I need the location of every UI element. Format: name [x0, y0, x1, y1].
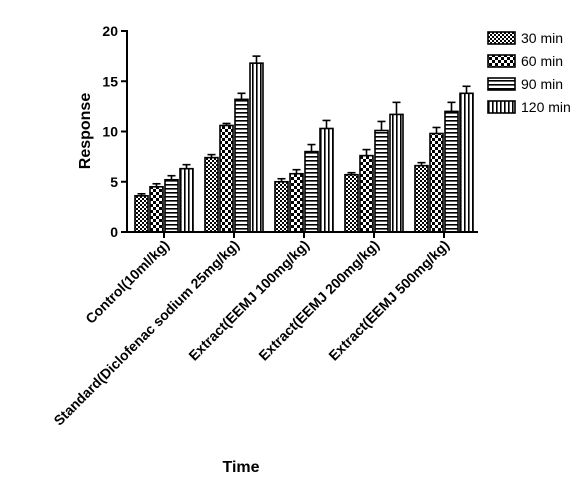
legend-swatch [487, 77, 516, 91]
bar [444, 110, 459, 233]
y-tick-label: 0 [110, 224, 118, 240]
x-axis: Control(10ml/kg)Standard(Diclofenac sodi… [50, 231, 478, 429]
legend-item: 90 min [487, 76, 563, 92]
bar [414, 164, 429, 233]
y-axis: 0 5 10 15 20 [102, 23, 128, 240]
x-tick-label: Extract(EEMJ 500mg/kg) [325, 237, 452, 364]
x-tick-label: Extract(EEMJ 200mg/kg) [255, 237, 382, 364]
legend-label: 90 min [521, 76, 563, 92]
legend-label: 60 min [521, 53, 563, 69]
legend-swatch [487, 54, 516, 68]
bar [204, 156, 219, 233]
bar [164, 178, 179, 233]
legend-item: 60 min [487, 53, 563, 69]
bar [149, 185, 164, 233]
bar [459, 92, 474, 233]
y-axis-title: Response [77, 93, 94, 170]
bar [289, 172, 304, 233]
bar [359, 154, 374, 233]
bar [219, 124, 234, 233]
bar [344, 173, 359, 233]
legend-item: 30 min [487, 30, 563, 46]
bar [429, 132, 444, 233]
bar-group [344, 101, 404, 233]
bar [249, 62, 264, 233]
bar-group [414, 85, 474, 233]
x-axis-title: Time [222, 459, 259, 476]
bar [134, 195, 149, 233]
y-tick-label: 10 [102, 124, 118, 140]
x-tick-label: Extract(EEMJ 100mg/kg) [185, 237, 312, 364]
plot-area [134, 55, 474, 233]
y-tick-label: 5 [110, 174, 118, 190]
bar [389, 113, 404, 233]
y-tick-label: 15 [102, 73, 118, 89]
legend-label: 120 min [521, 99, 571, 115]
legend-label: 30 min [521, 30, 563, 46]
bar [274, 180, 289, 233]
y-tick-label: 20 [102, 23, 118, 39]
bar [234, 98, 249, 233]
legend-swatch [487, 100, 516, 114]
legend-swatch [487, 31, 516, 45]
bar [304, 150, 319, 233]
bar-group [274, 119, 334, 233]
bar-group [204, 55, 264, 233]
bar [319, 127, 334, 233]
bar [374, 129, 389, 233]
legend-item: 120 min [487, 99, 571, 115]
bar-group [134, 163, 194, 233]
legend: 30 min 60 min 90 min 120 min [487, 30, 571, 115]
bar [179, 167, 194, 233]
